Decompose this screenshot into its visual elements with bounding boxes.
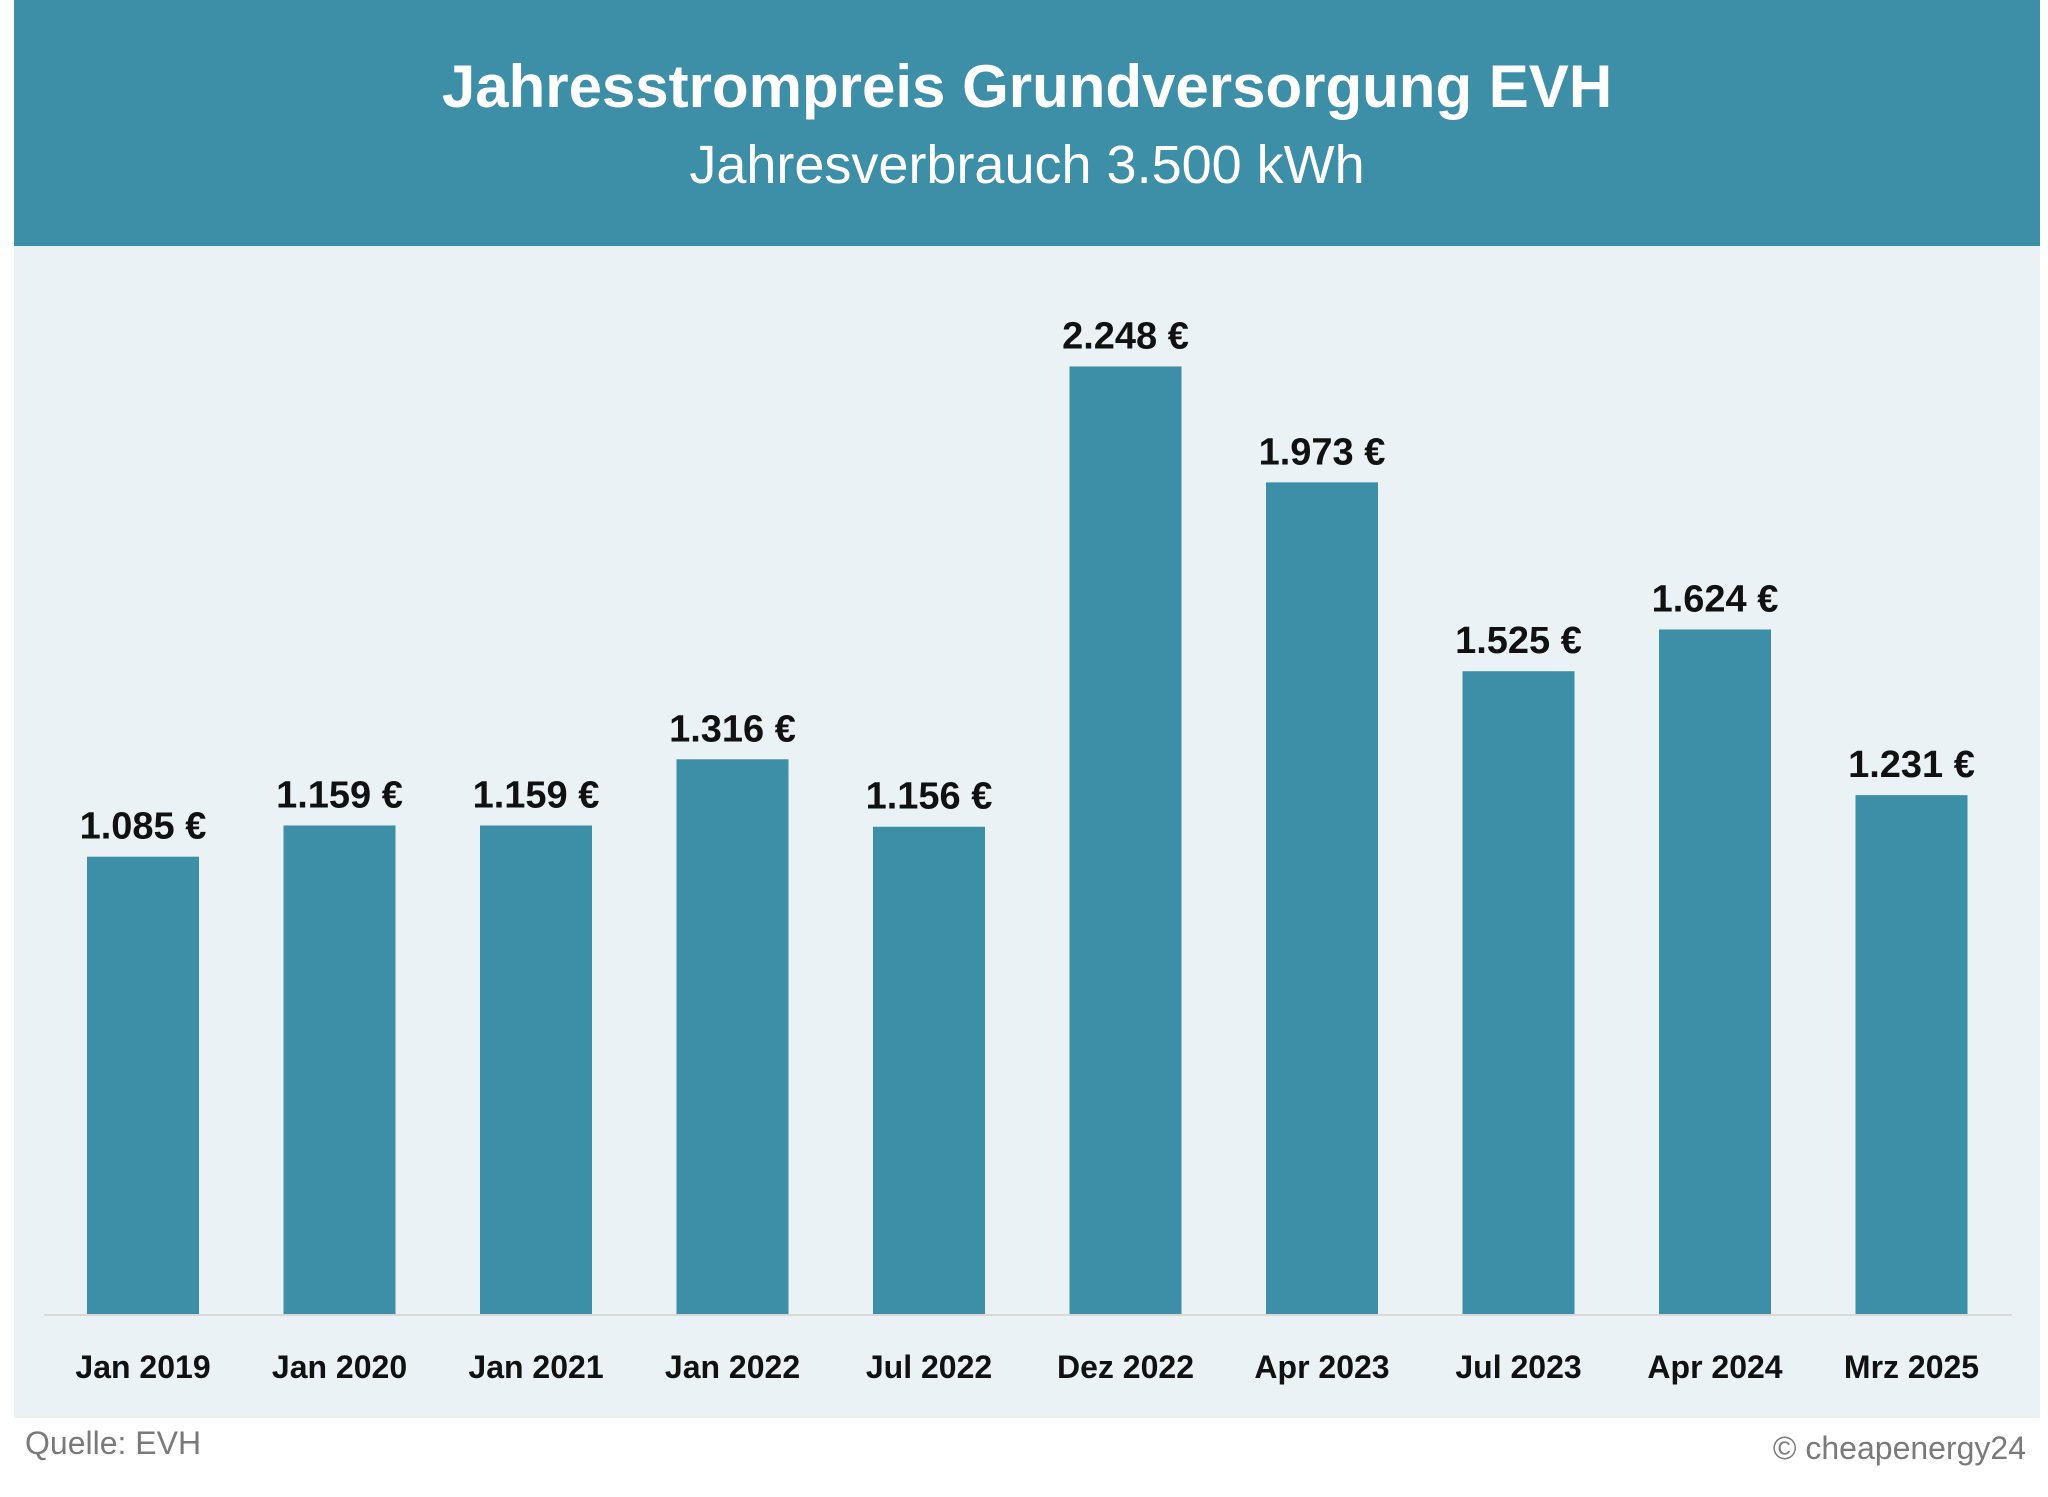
x-tick-label-4: Jul 2022 [866,1349,992,1385]
x-tick-label-5: Dez 2022 [1057,1349,1194,1385]
copyright-note: © cheapenergy24 [1772,1430,2026,1466]
bar-6 [1266,482,1378,1314]
data-label-7: 1.525 € [1455,620,1582,662]
x-tick-label-1: Jan 2020 [272,1349,407,1385]
bar-7 [1462,671,1575,1314]
data-label-9: 1.231 € [1848,744,1975,786]
bar-5 [1069,366,1182,1314]
data-label-2: 1.159 € [473,774,600,816]
data-label-1: 1.159 € [276,774,403,816]
x-tick-label-9: Mrz 2025 [1844,1349,1979,1385]
chart-header: Jahresstrompreis Grundversorgung EVH Jah… [14,0,2040,246]
bar-0 [87,856,199,1314]
data-label-6: 1.973 € [1259,431,1386,473]
x-tick-label-7: Jul 2023 [1455,1349,1581,1385]
bar-2 [480,825,592,1314]
data-label-0: 1.085 € [80,806,207,848]
x-tick-label-6: Apr 2023 [1254,1349,1389,1385]
bar-8 [1659,629,1771,1314]
source-note: Quelle: EVH [25,1425,202,1461]
data-label-8: 1.624 € [1652,578,1779,620]
data-label-3: 1.316 € [669,708,796,750]
bar-3 [676,759,789,1314]
bar-1 [283,825,396,1314]
data-label-5: 2.248 € [1062,315,1189,357]
chart-subtitle: Jahresverbrauch 3.500 kWh [689,135,1365,195]
chart-title: Jahresstrompreis Grundversorgung EVH [441,53,1613,120]
bar-4 [873,826,985,1314]
bar-9 [1855,795,1968,1314]
x-tick-label-3: Jan 2022 [665,1349,800,1385]
x-tick-label-8: Apr 2024 [1647,1349,1782,1385]
x-tick-label-2: Jan 2021 [468,1349,603,1385]
data-label-4: 1.156 € [866,776,993,818]
x-tick-label-0: Jan 2019 [75,1349,210,1385]
